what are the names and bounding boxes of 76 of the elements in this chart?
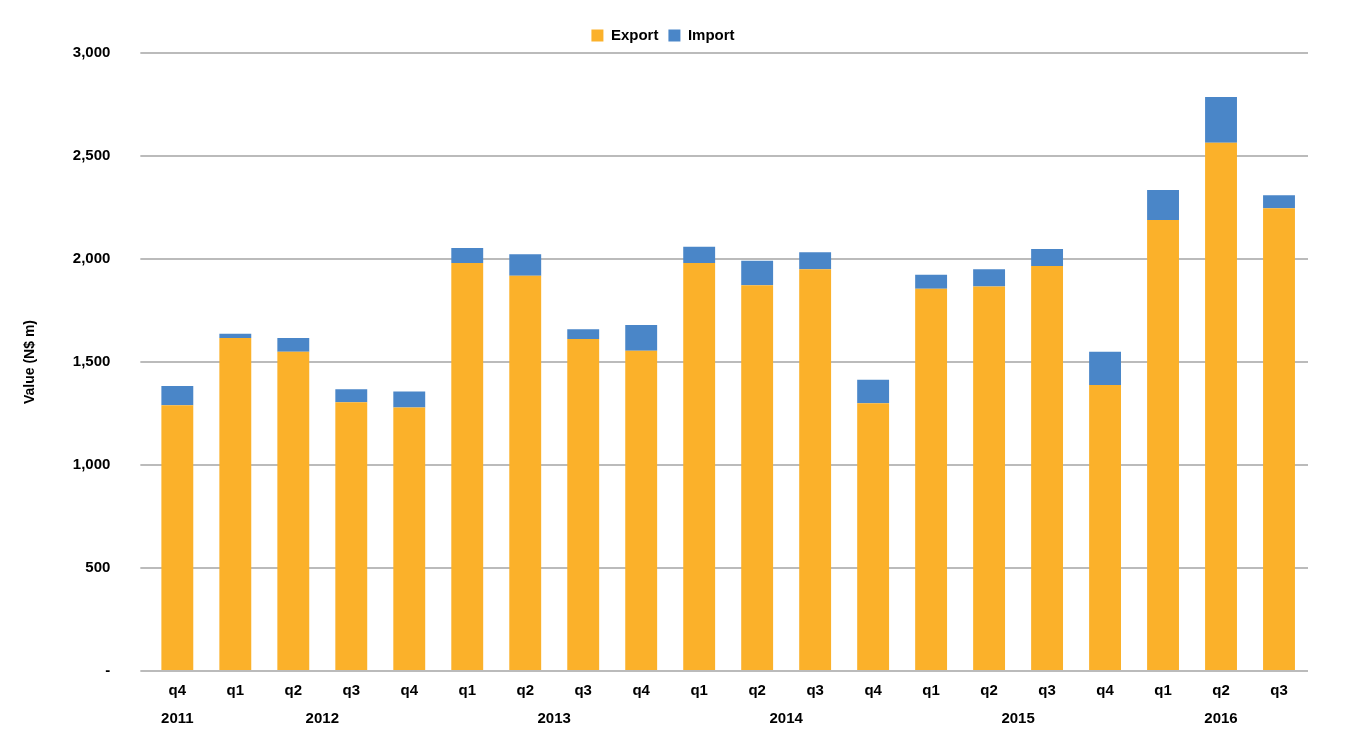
bar bbox=[509, 254, 542, 276]
bar bbox=[219, 333, 252, 338]
text: 2011 bbox=[161, 708, 194, 726]
bar bbox=[1205, 142, 1237, 670]
y-tick-label: 1,500 bbox=[72, 352, 111, 370]
x-tick-label: q4 bbox=[168, 681, 187, 699]
bar bbox=[915, 288, 948, 670]
bar bbox=[973, 269, 1006, 287]
x-tick-label: q3 bbox=[342, 681, 361, 699]
bar bbox=[1031, 266, 1064, 670]
y-axis-title: Value (N$ m) bbox=[21, 319, 38, 405]
bar bbox=[973, 286, 1006, 670]
bar bbox=[1147, 220, 1179, 670]
x-tick-label: q4 bbox=[864, 681, 883, 699]
bar bbox=[741, 285, 774, 670]
bar bbox=[741, 260, 774, 286]
x-tick-label: q2 bbox=[1212, 681, 1230, 699]
x-tick-label: q2 bbox=[284, 681, 303, 699]
x-tick-label: q2 bbox=[516, 681, 534, 699]
x-tick-label: q1 bbox=[1154, 681, 1172, 699]
bar bbox=[915, 274, 948, 289]
bar bbox=[799, 269, 832, 670]
bar bbox=[567, 338, 600, 670]
x-tick-label: q1 bbox=[690, 681, 708, 699]
bar bbox=[1147, 189, 1179, 221]
y-tick-label: 2,500 bbox=[72, 146, 111, 164]
x-tick-label: q3 bbox=[1038, 681, 1056, 699]
text: 2013 bbox=[537, 708, 571, 726]
x-tick-label: q3 bbox=[806, 681, 824, 699]
bar bbox=[1263, 195, 1295, 209]
bar bbox=[161, 386, 194, 406]
bar bbox=[799, 252, 832, 270]
x-tick-label: q4 bbox=[1096, 681, 1115, 699]
x-tick-label: q4 bbox=[632, 681, 651, 699]
bar bbox=[335, 389, 368, 403]
legend-label: Export bbox=[610, 25, 659, 43]
text: 2016 bbox=[1204, 708, 1238, 726]
x-tick-label: q3 bbox=[1270, 681, 1288, 699]
bar bbox=[1263, 208, 1295, 670]
bar bbox=[219, 337, 252, 670]
bar bbox=[625, 324, 658, 351]
bar bbox=[451, 262, 484, 670]
x-tick-label: q1 bbox=[922, 681, 940, 699]
bar bbox=[451, 247, 484, 263]
y-tick-label: 1,000 bbox=[72, 455, 111, 473]
legend-label: Import bbox=[687, 25, 735, 43]
y-tick-label: 2,000 bbox=[72, 249, 111, 267]
bar bbox=[509, 275, 542, 670]
bar bbox=[277, 351, 310, 670]
bar bbox=[1031, 248, 1064, 266]
bar bbox=[1089, 351, 1121, 386]
text: 2012 bbox=[305, 708, 339, 726]
text: 2015 bbox=[1001, 708, 1035, 726]
bar bbox=[567, 329, 600, 339]
bar bbox=[625, 350, 658, 670]
bar bbox=[393, 391, 426, 408]
bar bbox=[857, 379, 890, 404]
bar bbox=[1205, 96, 1237, 143]
x-tick-label: q4 bbox=[400, 681, 419, 699]
bar bbox=[1089, 385, 1121, 670]
bar bbox=[335, 402, 368, 670]
x-tick-label: q1 bbox=[458, 681, 476, 699]
y-tick-label: - bbox=[105, 661, 111, 679]
x-tick-label: q2 bbox=[980, 681, 998, 699]
bar bbox=[277, 337, 310, 352]
y-tick-label: 500 bbox=[85, 558, 111, 576]
bar bbox=[393, 407, 426, 670]
bar bbox=[161, 405, 194, 670]
x-tick-label: q1 bbox=[226, 681, 245, 699]
y-tick-label: 3,000 bbox=[72, 43, 111, 61]
text: 2014 bbox=[769, 708, 804, 726]
bar bbox=[683, 262, 716, 670]
bar bbox=[683, 246, 716, 263]
x-tick-label: q3 bbox=[574, 681, 592, 699]
bar bbox=[857, 403, 890, 670]
x-tick-label: q2 bbox=[748, 681, 766, 699]
